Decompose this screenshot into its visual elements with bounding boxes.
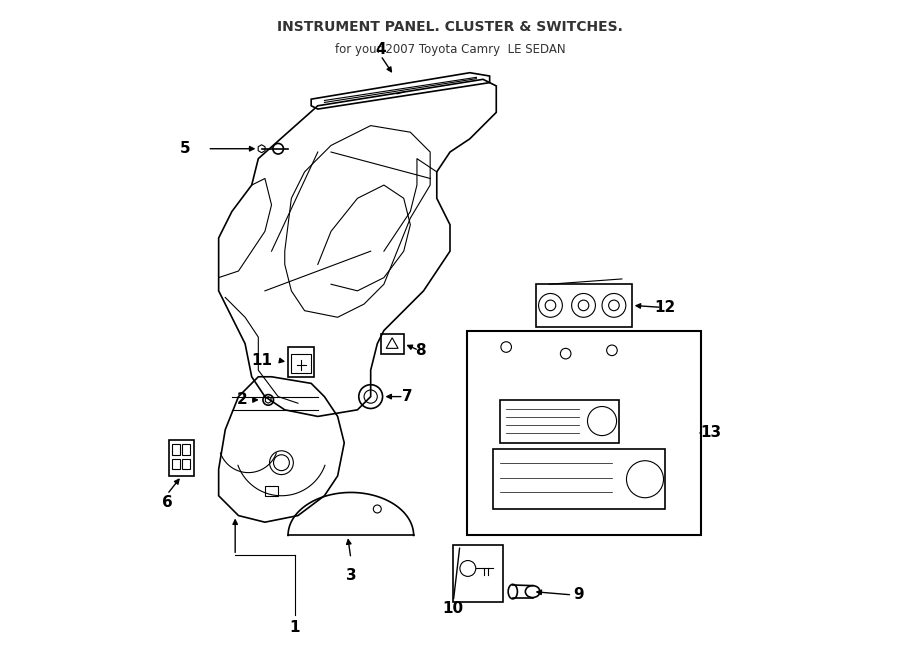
Bar bbox=[536, 284, 632, 327]
Text: 3: 3 bbox=[346, 568, 356, 582]
Bar bbox=[183, 459, 190, 469]
Text: 4: 4 bbox=[375, 42, 386, 57]
Bar bbox=[183, 444, 190, 455]
Bar bbox=[381, 334, 404, 354]
Text: 1: 1 bbox=[290, 621, 300, 635]
Text: for your 2007 Toyota Camry  LE SEDAN: for your 2007 Toyota Camry LE SEDAN bbox=[335, 43, 565, 56]
Bar bbox=[169, 440, 194, 476]
Text: 9: 9 bbox=[573, 588, 584, 602]
Text: 7: 7 bbox=[401, 389, 412, 404]
Bar bbox=[173, 459, 180, 469]
Text: 5: 5 bbox=[180, 141, 191, 156]
Text: 8: 8 bbox=[415, 343, 426, 358]
Bar bbox=[493, 449, 665, 509]
Bar bbox=[288, 347, 314, 377]
Text: 13: 13 bbox=[700, 426, 722, 440]
Bar bbox=[173, 444, 180, 455]
Bar bbox=[466, 330, 701, 535]
Text: 2: 2 bbox=[237, 393, 248, 407]
Bar bbox=[292, 354, 311, 373]
Text: INSTRUMENT PANEL. CLUSTER & SWITCHES.: INSTRUMENT PANEL. CLUSTER & SWITCHES. bbox=[277, 20, 623, 34]
Bar bbox=[265, 486, 278, 496]
Text: 11: 11 bbox=[251, 353, 272, 368]
Text: 12: 12 bbox=[654, 300, 675, 315]
Bar bbox=[454, 545, 503, 602]
Text: 6: 6 bbox=[162, 495, 173, 510]
Bar bbox=[500, 400, 618, 443]
Text: 10: 10 bbox=[443, 601, 464, 615]
